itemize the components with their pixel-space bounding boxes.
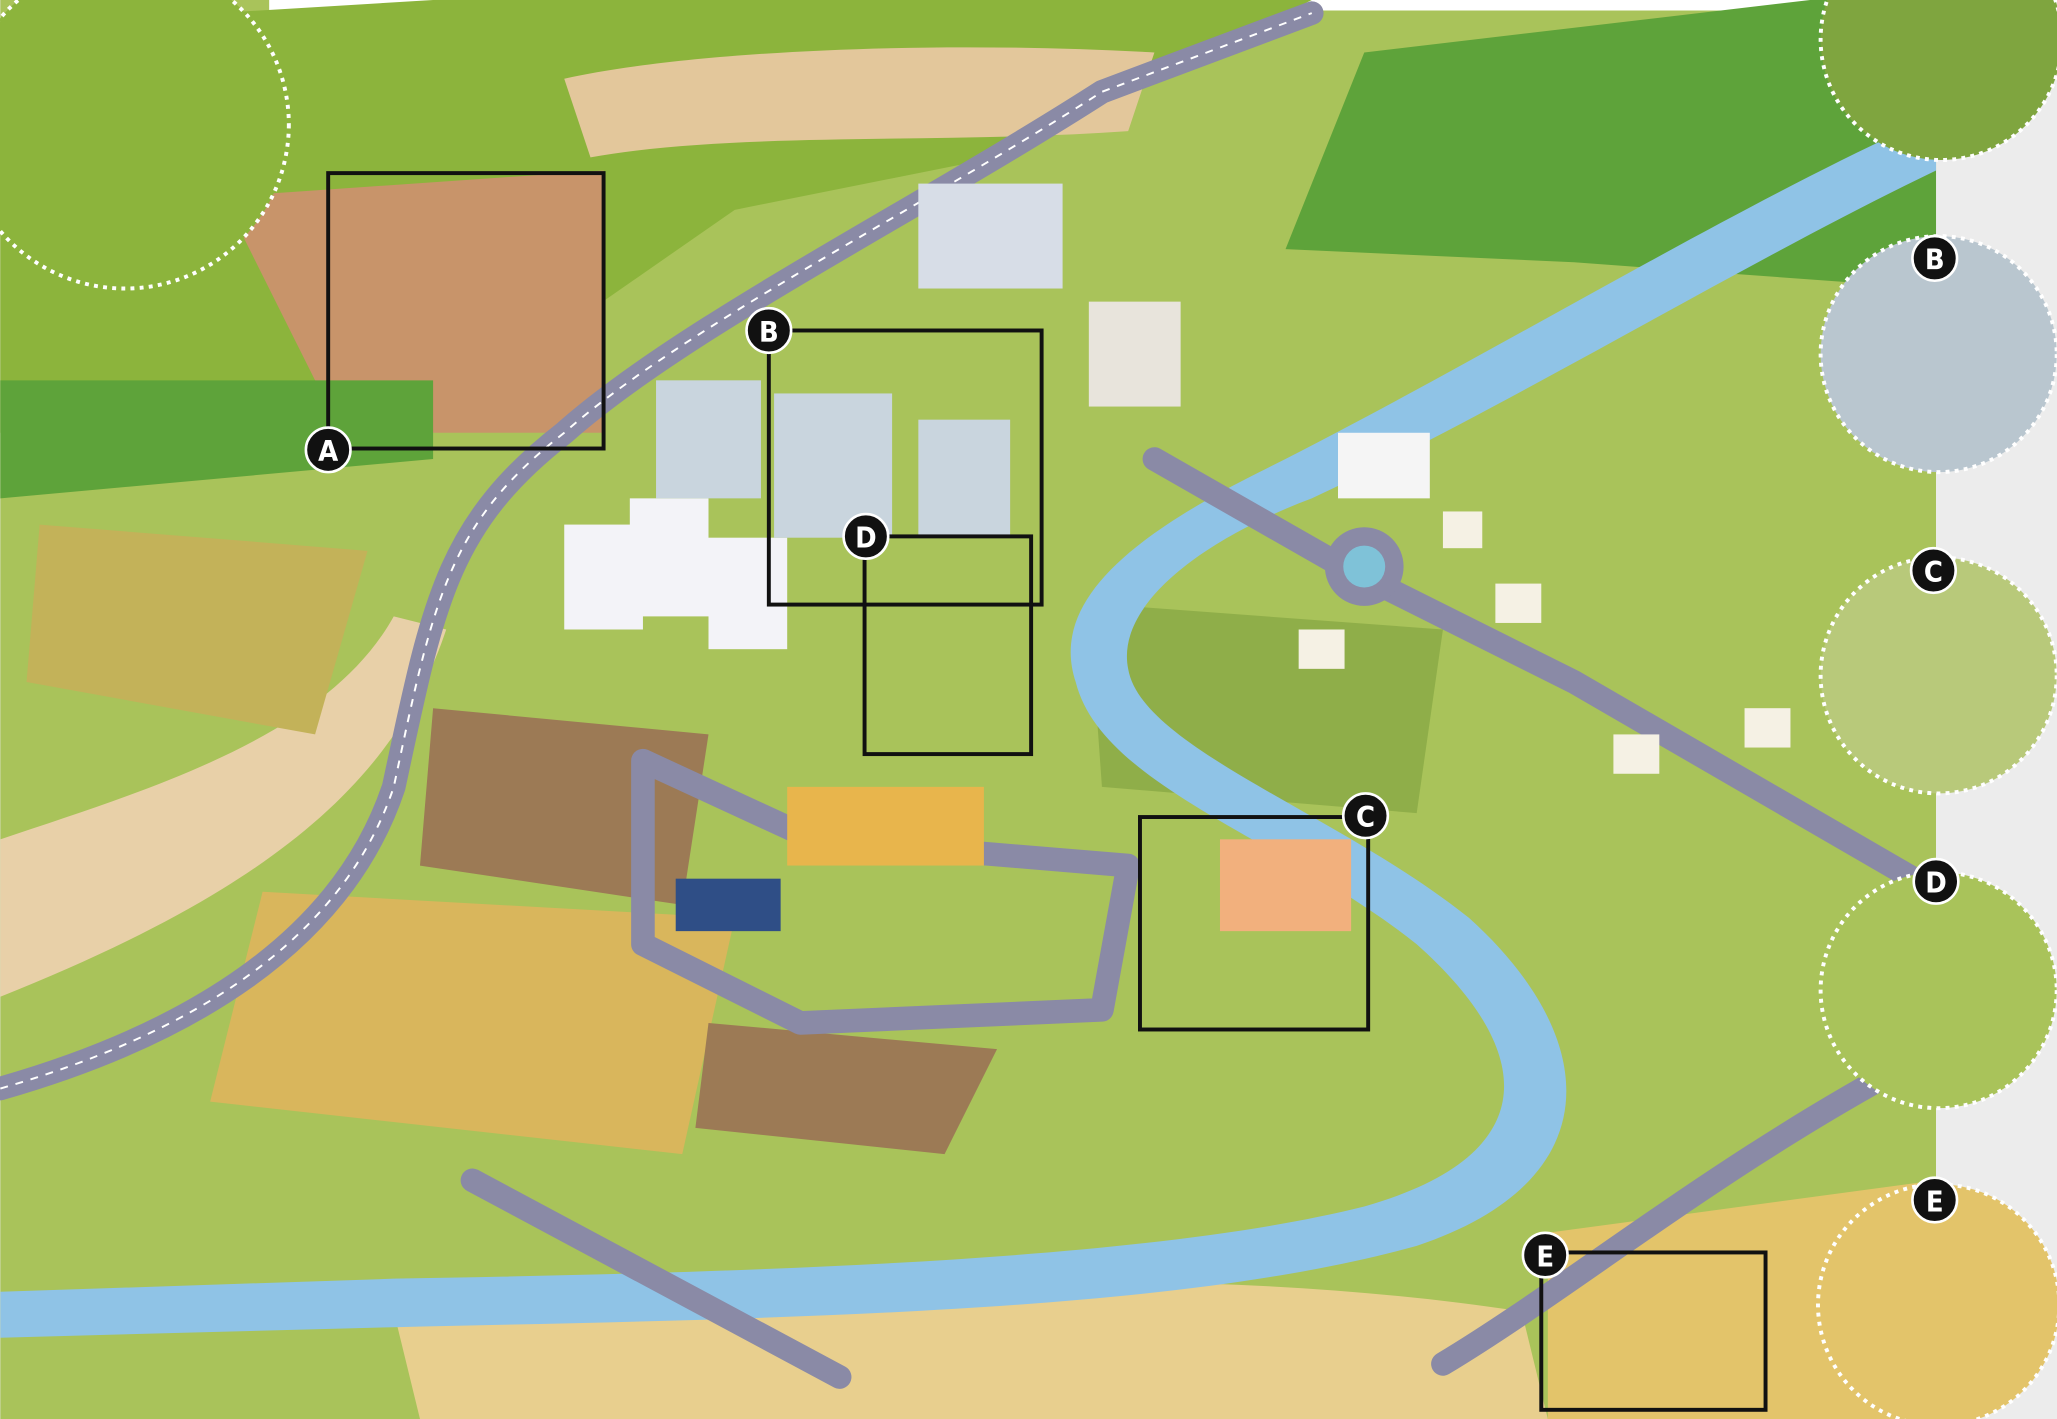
map: A B D C E B C D E [0,0,2057,1419]
callout-label: B [759,315,779,349]
inset-label: B [1925,243,1945,277]
buildings-shape [1443,511,1482,548]
page: A B D C E B C D E (() => { const data = … [0,0,2057,1419]
buildings-shape [918,420,1010,538]
buildings-shape [630,498,709,616]
buildings-shape [676,879,781,931]
buildings-shape [1299,630,1345,669]
buildings-shape [1220,839,1351,931]
inset-label: C [1924,555,1943,589]
roads-shape [1343,546,1385,588]
buildings-shape [709,538,788,649]
inset-label: E [1926,1184,1944,1218]
buildings-shape [1338,433,1430,499]
buildings-shape [656,380,761,498]
buildings-shape [787,787,984,866]
insets-shape [1821,872,2057,1108]
buildings-shape [1089,302,1181,407]
buildings-shape [918,184,1062,289]
inset-label: D [1925,866,1947,900]
callout-label: E [1536,1239,1554,1273]
buildings-shape [1495,584,1541,623]
callout-label: A [318,434,338,468]
buildings-shape [1613,734,1659,773]
buildings-shape [1745,708,1791,747]
callout-label: C [1356,800,1375,834]
callout-label: D [855,521,877,555]
